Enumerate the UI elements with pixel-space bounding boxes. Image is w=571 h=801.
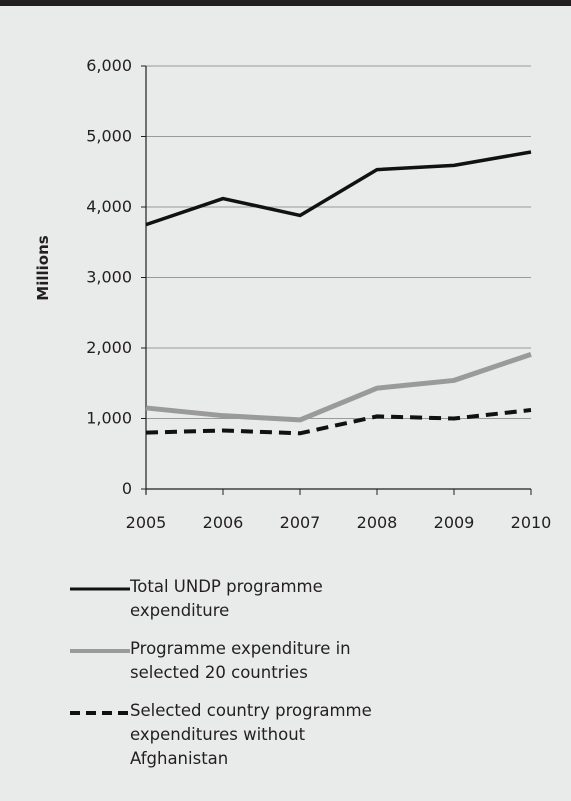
legend-label-total: Total UNDP programme expenditure: [130, 577, 323, 620]
x-tick-label: 2006: [203, 513, 244, 532]
legend-swatch-selected: [70, 649, 130, 653]
legend-item-selected: Programme expenditure in selected 20 cou…: [70, 637, 550, 685]
y-tick-label: 0: [122, 479, 132, 498]
series-line-1: [145, 351, 532, 423]
legend-item-without-afghanistan: Selected country programme expenditures …: [70, 699, 550, 771]
x-tick-label: 2009: [434, 513, 475, 532]
x-tick-label: 2010: [511, 513, 552, 532]
y-tick-label: 6,000: [86, 56, 132, 75]
legend-swatch-total: [70, 587, 130, 591]
legend-item-total: Total UNDP programme expenditure: [70, 575, 550, 623]
y-tick-label: 5,000: [86, 127, 132, 146]
top-bar: [0, 0, 571, 6]
y-tick-label: 4,000: [86, 197, 132, 216]
legend: Total UNDP programme expenditure Program…: [70, 575, 550, 785]
x-tick-label: 2008: [357, 513, 398, 532]
legend-label-selected: Programme expenditure in selected 20 cou…: [130, 639, 351, 682]
x-tick-label: 2005: [126, 513, 167, 532]
y-tick-label: 1,000: [86, 409, 132, 428]
y-tick-label: 2,000: [86, 338, 132, 357]
legend-label-without-afghanistan: Selected country programme expenditures …: [130, 701, 372, 768]
series-line-2: [145, 408, 532, 436]
gridlines: [146, 65, 531, 419]
y-tick-labels: 0 1,000 2,000 3,000 4,000 5,000 6,000: [86, 56, 132, 498]
series-line-0: [145, 150, 532, 227]
x-tick-labels: 2005 2006 2007 2008 2009 2010: [126, 513, 552, 532]
x-tick-label: 2007: [280, 513, 321, 532]
axes: [141, 65, 532, 495]
y-axis-label: Millions: [34, 235, 52, 301]
series-lines: [145, 150, 532, 436]
y-tick-label: 3,000: [86, 268, 132, 287]
legend-swatch-without-afghanistan: [70, 711, 130, 715]
